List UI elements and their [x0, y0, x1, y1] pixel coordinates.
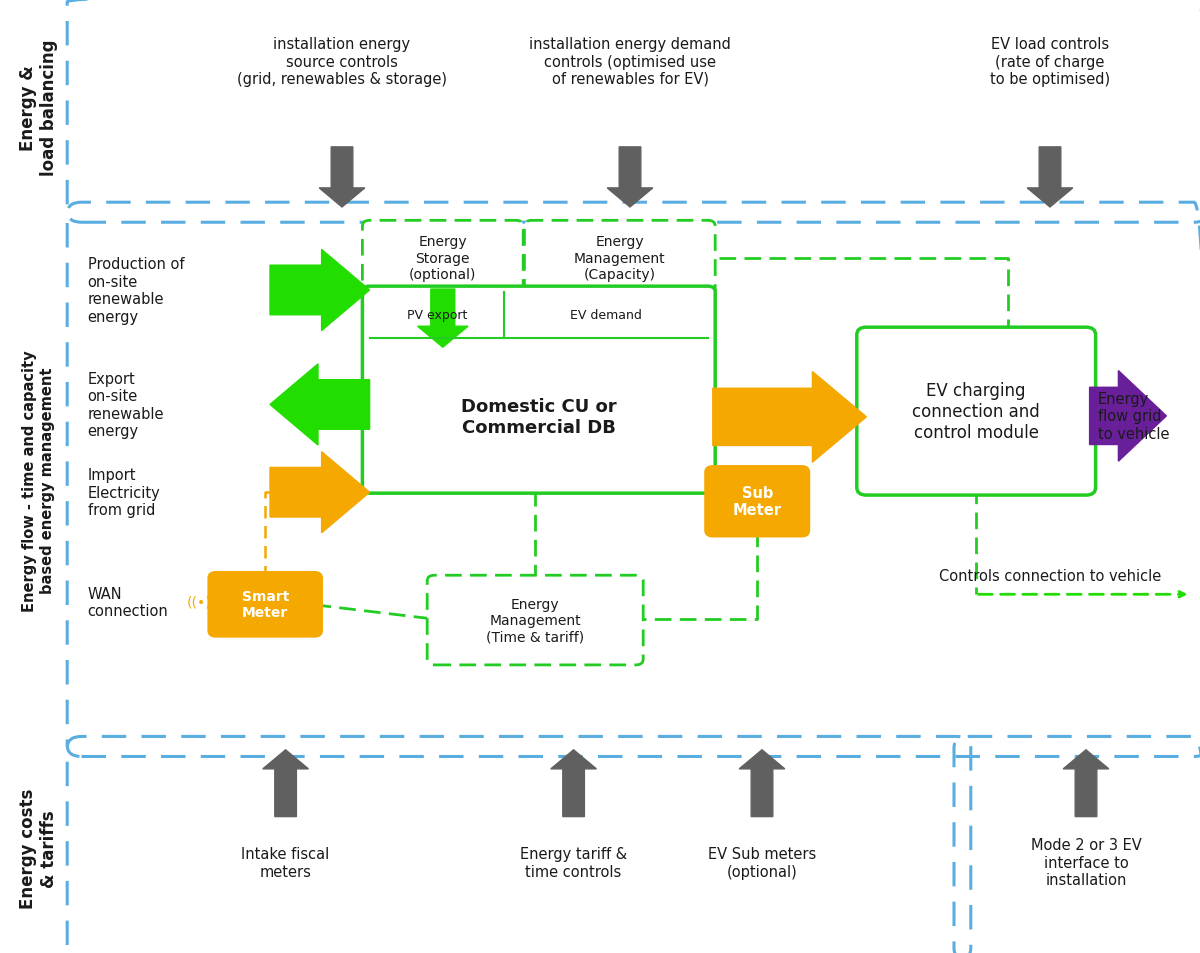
Text: Energy costs
& tariffs: Energy costs & tariffs [19, 788, 58, 908]
FancyBboxPatch shape [427, 576, 643, 665]
Text: Production of
on-site
renewable
energy: Production of on-site renewable energy [88, 257, 184, 324]
Polygon shape [270, 365, 370, 446]
Text: Intake fiscal
meters: Intake fiscal meters [241, 846, 330, 879]
Polygon shape [270, 453, 370, 534]
Polygon shape [1063, 750, 1109, 817]
Polygon shape [739, 750, 785, 817]
FancyBboxPatch shape [209, 573, 322, 637]
Text: installation energy demand
controls (optimised use
of renewables for EV): installation energy demand controls (opt… [529, 37, 731, 87]
Text: Energy
Management
(Time & tariff): Energy Management (Time & tariff) [486, 598, 584, 643]
Text: EV Sub meters
(optional): EV Sub meters (optional) [708, 846, 816, 879]
Polygon shape [418, 290, 468, 348]
Polygon shape [1090, 372, 1166, 462]
Text: Domestic CU or
Commercial DB: Domestic CU or Commercial DB [461, 398, 617, 436]
Text: Energy
Management
(Capacity): Energy Management (Capacity) [574, 235, 666, 281]
Text: ((•)): ((•)) [187, 596, 217, 609]
Polygon shape [319, 148, 365, 208]
Text: EV demand: EV demand [570, 309, 642, 322]
Polygon shape [1027, 148, 1073, 208]
Text: Sub
Meter: Sub Meter [733, 486, 781, 517]
Text: Energy &
load balancing: Energy & load balancing [19, 39, 58, 176]
Polygon shape [270, 251, 370, 332]
Polygon shape [607, 148, 653, 208]
FancyBboxPatch shape [362, 287, 715, 494]
FancyBboxPatch shape [706, 467, 809, 537]
Text: Controls connection to vehicle: Controls connection to vehicle [938, 568, 1162, 583]
FancyBboxPatch shape [857, 328, 1096, 496]
Text: EV load controls
(rate of charge
to be optimised): EV load controls (rate of charge to be o… [990, 37, 1110, 87]
Text: Energy flow - time and capacity
based energy management: Energy flow - time and capacity based en… [22, 350, 55, 611]
Polygon shape [263, 750, 308, 817]
FancyBboxPatch shape [362, 221, 523, 295]
Text: PV export: PV export [407, 309, 467, 322]
Text: Energy
flow grid
to vehicle: Energy flow grid to vehicle [1098, 392, 1170, 441]
Text: Energy tariff &
time controls: Energy tariff & time controls [520, 846, 628, 879]
Text: WAN
connection: WAN connection [88, 586, 168, 618]
Text: EV charging
connection and
control module: EV charging connection and control modul… [912, 382, 1040, 441]
FancyBboxPatch shape [524, 221, 715, 295]
Text: Smart
Meter: Smart Meter [241, 590, 289, 619]
Polygon shape [551, 750, 596, 817]
Text: Mode 2 or 3 EV
interface to
installation: Mode 2 or 3 EV interface to installation [1031, 838, 1141, 887]
Polygon shape [713, 372, 866, 462]
Text: Export
on-site
renewable
energy: Export on-site renewable energy [88, 372, 164, 438]
Text: installation energy
source controls
(grid, renewables & storage): installation energy source controls (gri… [236, 37, 446, 87]
Text: Energy
Storage
(optional): Energy Storage (optional) [409, 235, 476, 281]
Text: Import
Electricity
from grid: Import Electricity from grid [88, 468, 161, 517]
